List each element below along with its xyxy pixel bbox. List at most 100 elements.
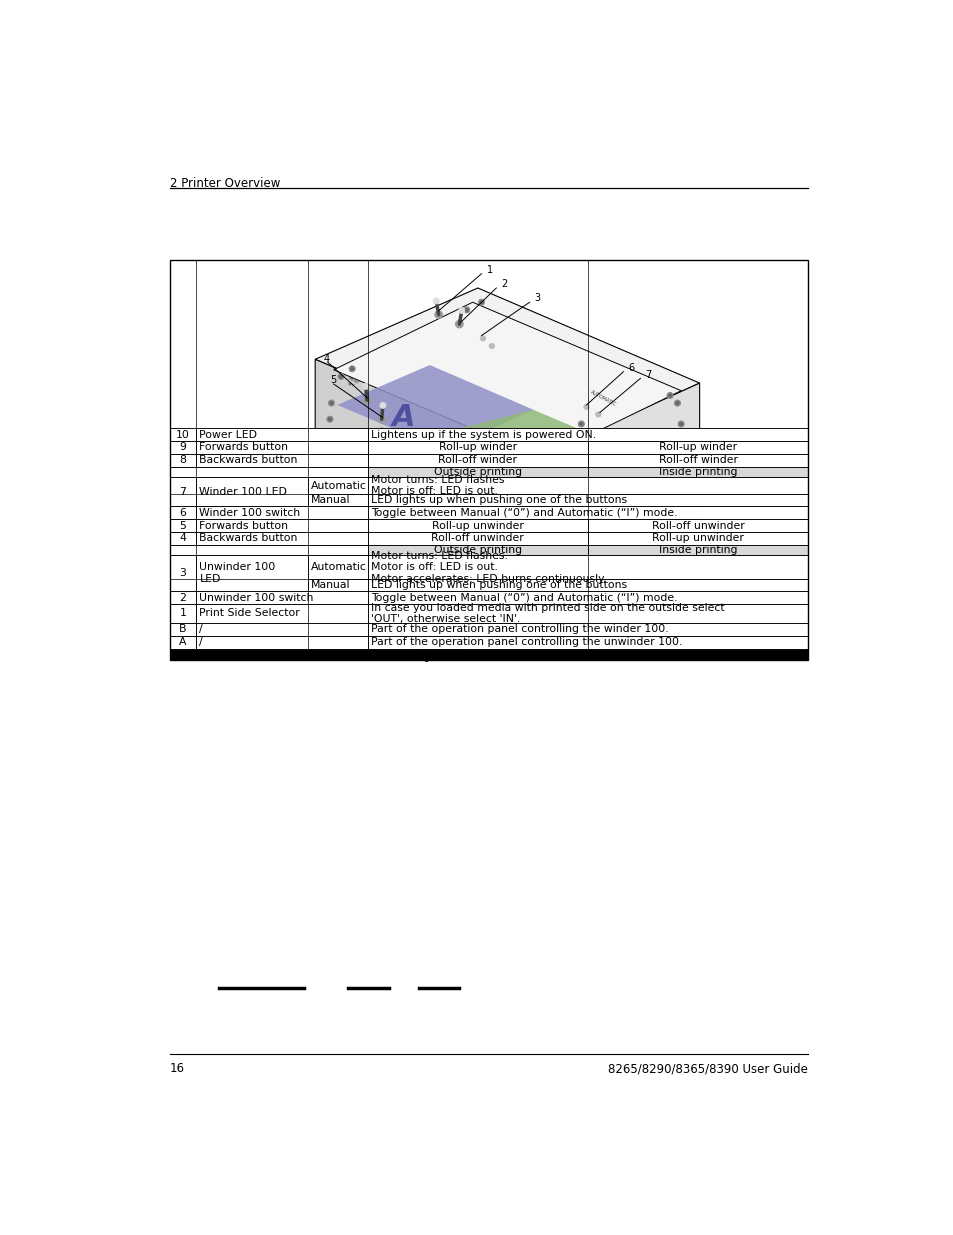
Bar — [587, 545, 807, 556]
Circle shape — [329, 417, 331, 420]
Bar — [170, 604, 196, 624]
Circle shape — [458, 308, 464, 314]
Bar — [196, 453, 367, 467]
Text: 7: 7 — [179, 487, 186, 496]
Text: In case you loaded media with printed side on the outside select
'OUT', otherwis: In case you loaded media with printed si… — [371, 603, 723, 624]
Bar — [367, 506, 807, 519]
Text: Roll-off unwinder: Roll-off unwinder — [431, 534, 523, 543]
Circle shape — [676, 401, 678, 404]
Text: Motor turns: LED flashes.
Motor is off: LED is out.
Motor accelerates: LED burns: Motor turns: LED flashes. Motor is off: … — [371, 551, 605, 584]
Text: LED lights up when pushing one of the buttons: LED lights up when pushing one of the bu… — [371, 580, 626, 590]
Bar — [170, 506, 196, 519]
Text: 3: 3 — [535, 294, 540, 304]
Circle shape — [479, 301, 482, 304]
Bar — [170, 636, 196, 648]
Text: 10: 10 — [296, 579, 309, 589]
Bar — [170, 429, 196, 441]
Bar — [196, 604, 367, 624]
Bar — [196, 624, 367, 636]
Polygon shape — [439, 448, 446, 453]
Text: Roll-up winder: Roll-up winder — [438, 442, 517, 452]
Bar — [170, 261, 807, 659]
Bar — [367, 519, 587, 532]
Text: REAR: REAR — [375, 426, 397, 445]
Text: Roll-off winder: Roll-off winder — [658, 456, 737, 466]
Bar — [367, 556, 807, 579]
Polygon shape — [314, 359, 540, 557]
Bar — [367, 532, 587, 545]
Text: 10: 10 — [175, 430, 190, 440]
Circle shape — [426, 489, 433, 495]
Text: /: / — [199, 625, 203, 635]
Circle shape — [434, 501, 439, 508]
Bar — [170, 519, 196, 532]
Text: Automatic: Automatic — [311, 480, 367, 490]
Text: Roll-up winder: Roll-up winder — [659, 442, 737, 452]
Circle shape — [328, 400, 335, 406]
Circle shape — [429, 477, 436, 485]
Text: A: A — [392, 403, 416, 432]
Text: Automatic: Automatic — [311, 562, 367, 572]
Text: 1: 1 — [486, 266, 493, 275]
Circle shape — [433, 298, 439, 304]
Text: 9: 9 — [179, 442, 186, 452]
Polygon shape — [433, 462, 438, 467]
Circle shape — [330, 401, 333, 404]
Bar — [170, 467, 367, 477]
Text: Backwards button: Backwards button — [199, 456, 297, 466]
Text: Manual: Manual — [311, 495, 351, 505]
Circle shape — [579, 422, 582, 425]
Bar — [367, 441, 587, 453]
Text: 6: 6 — [179, 508, 186, 517]
Bar — [587, 441, 807, 453]
Text: Inside printing: Inside printing — [659, 467, 737, 477]
Text: 8: 8 — [737, 495, 742, 505]
Text: 3: 3 — [179, 568, 186, 578]
Bar — [587, 519, 807, 532]
Bar — [367, 453, 587, 467]
Bar — [196, 441, 367, 453]
Bar — [196, 592, 367, 604]
Circle shape — [578, 421, 584, 427]
Bar — [170, 453, 196, 467]
Bar — [170, 648, 807, 659]
Text: POWER: POWER — [374, 520, 392, 525]
Text: Lightens up if the system is powered ON.: Lightens up if the system is powered ON. — [371, 430, 596, 440]
Text: 1: 1 — [179, 609, 186, 619]
Circle shape — [674, 400, 679, 406]
Text: AUTOMATIC: AUTOMATIC — [589, 389, 617, 408]
Circle shape — [540, 450, 547, 456]
Text: B: B — [179, 625, 187, 635]
Text: 8: 8 — [179, 456, 186, 466]
Bar — [308, 556, 367, 579]
Bar — [367, 467, 587, 477]
Text: 7: 7 — [644, 369, 651, 379]
Circle shape — [448, 489, 456, 498]
Text: Roll-off winder: Roll-off winder — [437, 456, 517, 466]
Text: 5: 5 — [179, 521, 186, 531]
Text: 16: 16 — [170, 1062, 185, 1076]
Bar — [196, 636, 367, 648]
Bar — [170, 624, 196, 636]
Circle shape — [362, 383, 369, 389]
Bar — [587, 467, 807, 477]
Bar — [170, 441, 196, 453]
Bar — [367, 624, 807, 636]
Bar — [367, 477, 807, 494]
Text: B: B — [521, 446, 544, 474]
Bar — [367, 429, 807, 441]
Bar — [308, 494, 367, 506]
Text: Roll-up unwinder: Roll-up unwinder — [432, 521, 523, 531]
Text: Manual: Manual — [311, 580, 351, 590]
Circle shape — [337, 373, 344, 379]
Text: Power LED: Power LED — [199, 430, 257, 440]
Bar — [170, 592, 196, 604]
Text: 9: 9 — [586, 637, 592, 647]
Bar — [196, 519, 367, 532]
Text: Roll-off unwinder: Roll-off unwinder — [651, 521, 743, 531]
Circle shape — [351, 368, 353, 370]
Text: Winder 100 LED: Winder 100 LED — [199, 487, 287, 496]
Circle shape — [678, 421, 683, 427]
Bar — [170, 477, 196, 506]
Circle shape — [668, 394, 671, 396]
